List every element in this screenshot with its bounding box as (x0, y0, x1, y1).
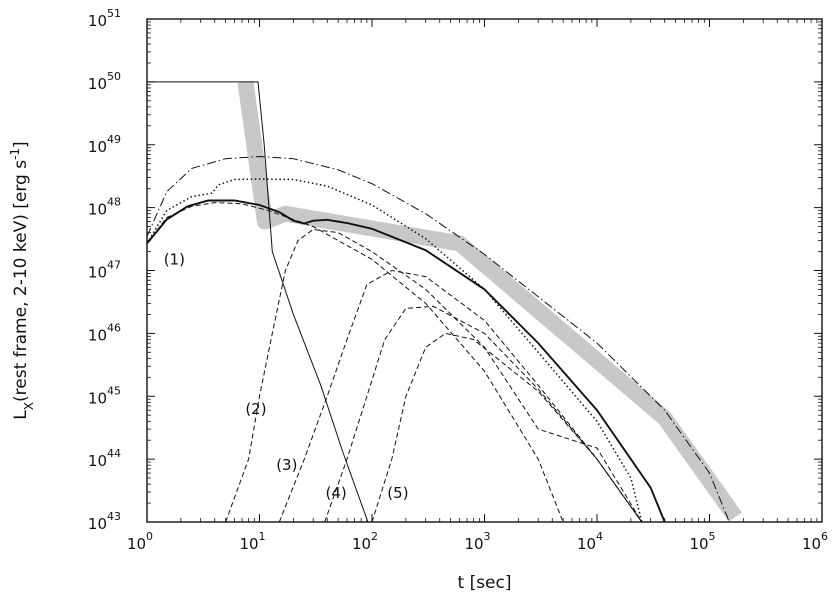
y-tick-labels: 1043 1044 1045 1046 1047 1048 1049 1050 1051 (88, 7, 121, 533)
y-tick-label: 1043 (88, 510, 121, 533)
series-line-solid-thick-2 (147, 199, 666, 522)
x-tick-label: 102 (352, 530, 378, 553)
series-line-band-0 (237, 80, 742, 522)
y-tick-label: 1051 (88, 7, 121, 30)
curve-label: (5) (387, 484, 408, 502)
x-axis-label: t [sec] (458, 573, 512, 593)
x-tick-labels: 100 101 102 103 104 105 106 (127, 530, 828, 553)
y-tick-label: 1044 (88, 447, 121, 470)
x-tick-label: 105 (689, 530, 715, 553)
tick-layer (146, 18, 823, 523)
x-tick-label: 100 (127, 530, 153, 553)
band-layer (237, 80, 742, 522)
series-line-dash-dot-4 (147, 155, 730, 522)
y-axis-label-end: ] (11, 141, 31, 148)
y-tick-label: 1047 (88, 259, 121, 282)
y-tick-label: 1046 (88, 321, 121, 344)
series-line-5-9 (371, 332, 643, 522)
series-line-3-7 (278, 269, 643, 522)
y-tick-label: 1050 (88, 70, 121, 93)
y-axis-label-subscript: X (22, 402, 36, 410)
y-tick-label: 1045 (88, 384, 121, 407)
curve-label: (4) (326, 484, 347, 502)
series-line-dotted-3 (147, 178, 643, 522)
series-line-2-6 (225, 228, 643, 522)
x-tick-label: 101 (239, 530, 265, 553)
curve-label: (2) (245, 400, 266, 418)
curve-label: (3) (276, 456, 297, 474)
y-axis-label-l: L (11, 410, 31, 420)
series-line-solid-thin-1 (147, 81, 369, 522)
series-line-1-5 (147, 202, 564, 522)
curve-labels: (1) (2) (3) (4) (5) (164, 250, 409, 501)
y-tick-label: 1049 (88, 133, 121, 156)
x-tick-label: 106 (802, 530, 828, 553)
series-line-4-8 (324, 305, 643, 522)
x-tick-label: 104 (577, 530, 603, 553)
curve-label: (1) (164, 250, 185, 268)
y-axis-label: LX(rest frame, 2-10 keV) [erg s-1] (8, 141, 36, 419)
series-layer (147, 81, 730, 522)
y-axis-label-exponent: -1 (8, 148, 22, 160)
x-tick-label: 103 (464, 530, 490, 553)
y-axis-label-main: (rest frame, 2-10 keV) [erg s (11, 160, 31, 402)
y-tick-label: 1048 (88, 196, 121, 219)
